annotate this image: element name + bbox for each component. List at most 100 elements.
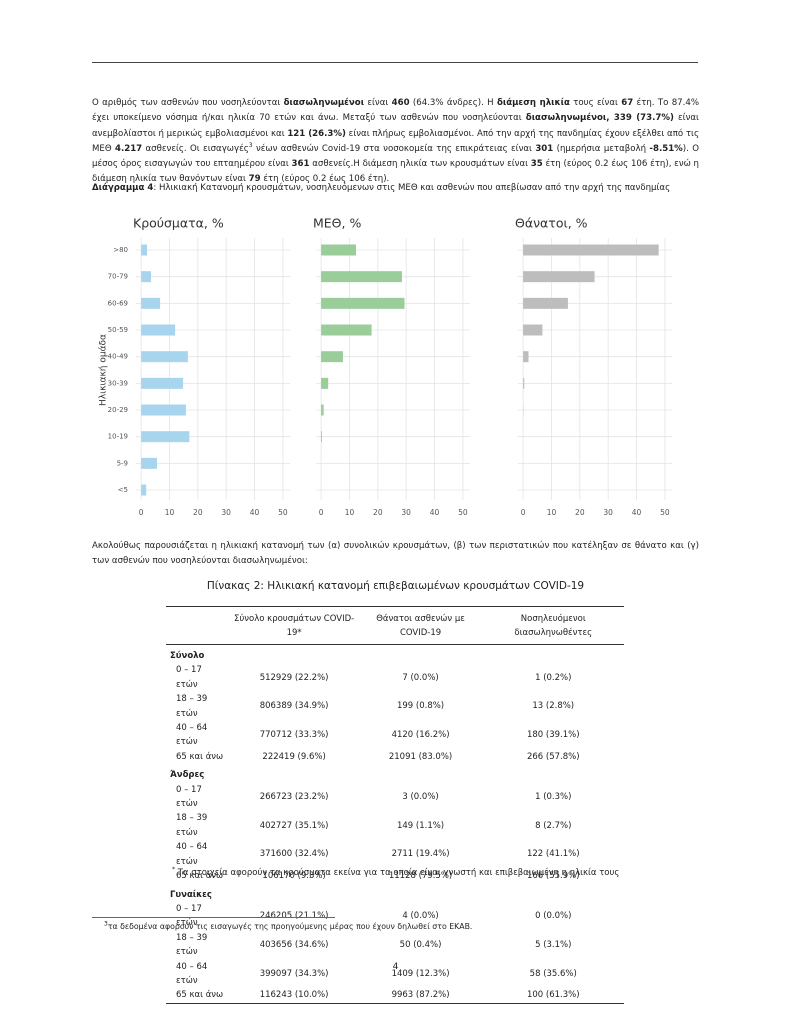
table: Σύνολο κρουσμάτων COVID-19* Θάνατοι ασθεν… — [166, 606, 624, 1004]
table-cell: 18 – 39 ετών — [176, 813, 208, 838]
bar — [523, 377, 525, 389]
bar — [321, 324, 372, 336]
table-cell: 770712 (33.3%) — [259, 730, 329, 741]
table-cell: 65 και άνω — [176, 751, 224, 762]
table-note: * Τα στοιχεία αφορούν τα κρούσματα εκείν… — [172, 867, 619, 878]
table-cell: 122 (41.1%) — [526, 849, 580, 860]
table-cell: 806389 (34.9%) — [259, 701, 329, 712]
text-run: έτη (εύρος 0.2 έως 106 έτη), ενώ η διάμε… — [92, 159, 699, 185]
table-cell: 106170 (9.3%) — [262, 871, 326, 882]
bar — [141, 377, 184, 389]
bar — [141, 324, 176, 336]
table-cell: 3 (0.0%) — [402, 791, 439, 802]
x-tick-label: 30 — [221, 508, 231, 517]
table-row: 65 και άνω 222419 (9.6%) 21091 (83.0%) 266 … — [166, 750, 624, 764]
text-run: 79 — [248, 174, 261, 185]
text-run: ασθενείς.Η διάμεση ηλικία των κρουσμάτων… — [309, 159, 531, 170]
x-tick-label: 20 — [575, 508, 585, 517]
table-cell: 1 (0.3%) — [535, 791, 572, 802]
text-run: διασωληνωμένοι — [283, 98, 365, 108]
bar — [141, 297, 161, 309]
x-tick-label: 30 — [603, 508, 613, 517]
table-row: 40 – 64 ετών 770712 (33.3%) 4120 (16.2%) 18… — [166, 721, 624, 750]
text-run: 35 — [530, 159, 543, 170]
table-row: 40 – 64 ετών 371600 (32.4%) 2711 (19.4%) 12… — [166, 840, 624, 869]
table-cell: 0 (0.0%) — [535, 911, 572, 922]
x-tick-label: 20 — [193, 508, 203, 517]
table-row: 0 – 17 ετών 512929 (22.2%) 7 (0.0%) 1 (0.2%… — [166, 663, 624, 692]
text-run: 4.217 — [114, 143, 143, 154]
table-cell: 246205 (21.1%) — [259, 911, 329, 922]
bar — [321, 377, 329, 389]
table-group-label: Άνδρες — [170, 770, 205, 781]
text-run: έτη (εύρος 0.2 έως 106 έτη). — [260, 174, 390, 185]
text-run: Ο αριθμός των ασθενών που νοσηλεύονται — [92, 98, 284, 108]
text-run: διάμεση ηλικία — [496, 98, 570, 108]
bar — [141, 484, 147, 496]
table-cell: 100 (61.3%) — [526, 990, 580, 1001]
y-axis-label: Ηλικιακή ομάδα — [99, 334, 109, 406]
table-cell: 371600 (32.4%) — [259, 849, 329, 860]
table-cell: 180 (39.1%) — [526, 730, 580, 741]
table-cell: 21091 (83.0%) — [388, 751, 453, 762]
x-tick-label: 50 — [660, 508, 670, 517]
table-cell: 1 (0.2%) — [535, 672, 572, 683]
y-tick-label: 50-59 — [108, 326, 128, 334]
table-group-label: Σύνολο — [170, 651, 205, 661]
footnote: 3τα δεδομένα αφορούν τις εισαγωγές της π… — [104, 921, 472, 931]
bar — [141, 351, 188, 363]
text-run: (64.3% άνδρες). Η — [409, 98, 497, 108]
text-run: : Ηλικιακή Κατανομή κρουσμάτων, νοσηλευό… — [153, 183, 671, 193]
bar — [141, 457, 157, 469]
text-run: 3 — [248, 142, 253, 150]
table-group-label: Γυναίκες — [170, 889, 212, 900]
table-cell: 18 – 39 ετών — [176, 694, 208, 719]
table-cell: 149 (1.1%) — [396, 820, 445, 831]
x-tick-label: 10 — [547, 508, 557, 517]
text-run: Διάγραμμα 4 — [92, 183, 154, 193]
bar — [321, 244, 356, 256]
table-cell: 166 (55.9%) — [526, 871, 580, 882]
y-tick-label: 5-9 — [117, 459, 128, 467]
table-row: 65 και άνω 116243 (10.0%) 9963 (87.2%) 100 … — [166, 988, 624, 1003]
bar — [523, 244, 659, 256]
table-title: Πίνακας 2: Ηλικιακή κατανομή επιβεβαιωμέ… — [206, 580, 585, 592]
text-run: έτη. Το 87.4% έχει υποκείμενο νόσημα ή/κ… — [92, 98, 699, 124]
bar — [141, 431, 190, 443]
table-header-cell — [166, 606, 230, 645]
table-header-cell: Νοσηλευόμενοι διασωληνωθέντες — [482, 606, 624, 645]
table-cell: 40 – 64 ετών — [176, 842, 208, 867]
x-tick-label: 50 — [278, 508, 288, 517]
table-cell: 50 (0.4%) — [399, 939, 442, 950]
text-run: ασθενείς. Οι εισαγωγές — [142, 143, 249, 154]
x-tick-label: 0 — [319, 508, 324, 517]
paragraph: Ο αριθμός των ασθενών που νοσηλεύονται δ… — [92, 96, 699, 188]
text-run: τους είναι — [569, 98, 622, 108]
y-tick-label: 40-49 — [108, 353, 128, 361]
text-run: 301 — [535, 143, 554, 154]
y-tick-label: 20-29 — [108, 406, 128, 414]
bar — [523, 271, 595, 283]
table-cell: 4 (0.0%) — [402, 911, 439, 922]
y-tick-label: <5 — [118, 486, 128, 494]
text-run: είναι ανεμβολίαστοι ή μερικώς εμβολιασμέ… — [92, 113, 699, 139]
table-cell: 5 (3.1%) — [535, 939, 572, 950]
bar — [321, 404, 324, 416]
footnote-rule — [92, 917, 335, 918]
y-tick-label: 30-39 — [108, 379, 128, 387]
table-cell: 0 – 17 ετών — [176, 784, 202, 810]
chart-title: Θάνατοι, % — [515, 216, 588, 231]
x-tick-label: 40 — [250, 508, 260, 517]
table-cell: 18 – 39 ετών — [176, 932, 208, 958]
x-tick-label: 50 — [458, 508, 468, 517]
table-cell: 58 (35.6%) — [529, 968, 577, 979]
figure-caption: Διάγραμμα 4: Ηλικιακή Κατανομή κρουσμάτω… — [92, 181, 699, 196]
text-run: -8.51% — [649, 143, 683, 154]
table-header-cell: Θάνατοι ασθενών με COVID-19 — [358, 606, 483, 645]
table-group-row: Άνδρες — [166, 764, 624, 782]
text-run: 361 — [291, 159, 310, 170]
table-header-row: Σύνολο κρουσμάτων COVID-19* Θάνατοι ασθεν… — [166, 606, 624, 645]
table-cell: 0 – 17 ετών — [176, 903, 202, 929]
x-tick-label: 10 — [345, 508, 355, 517]
